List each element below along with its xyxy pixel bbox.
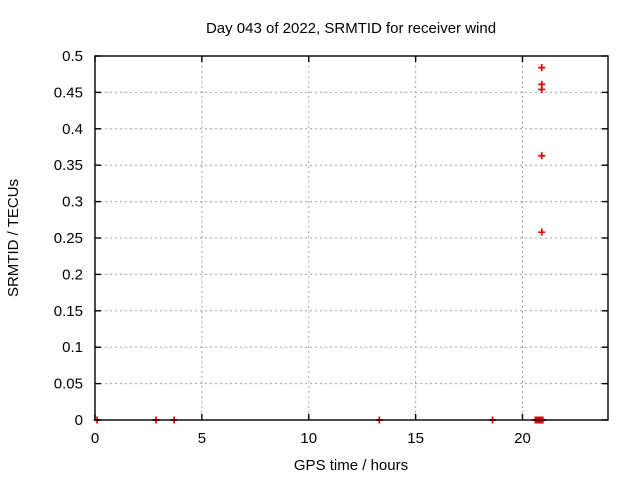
y-tick-label: 0.2 [62, 266, 83, 283]
x-tick-label: 10 [300, 430, 317, 447]
x-axis-label: GPS time / hours [294, 457, 408, 474]
y-tick-label: 0.35 [54, 157, 83, 174]
x-tick-label: 0 [91, 430, 99, 447]
data-point-marker [538, 80, 546, 88]
chart-title: Day 043 of 2022, SRMTID for receiver win… [206, 20, 496, 37]
x-tick-label: 5 [198, 430, 206, 447]
data-point-marker [538, 228, 546, 236]
x-tick-label: 15 [407, 430, 424, 447]
y-tick-label: 0.5 [62, 48, 83, 65]
y-tick-label: 0.45 [54, 84, 83, 101]
y-tick-label: 0.1 [62, 339, 83, 356]
x-tick-label: 20 [514, 430, 531, 447]
y-tick-label: 0.05 [54, 376, 83, 393]
y-tick-label: 0.25 [54, 230, 83, 247]
y-tick-label: 0.4 [62, 121, 83, 138]
plot-area: 0 5 10 15 20 0 0.05 0.1 0.15 0.2 0.25 0.3 0.35 0.4 0.4… [54, 48, 609, 447]
y-tick-label: 0 [75, 412, 83, 429]
data-point-marker [538, 152, 546, 160]
data-point-marker [538, 64, 546, 72]
y-tick-label: 0.3 [62, 194, 83, 211]
y-tick-label: 0.15 [54, 303, 83, 320]
y-axis-label: SRMTID / TECUs [5, 179, 22, 297]
